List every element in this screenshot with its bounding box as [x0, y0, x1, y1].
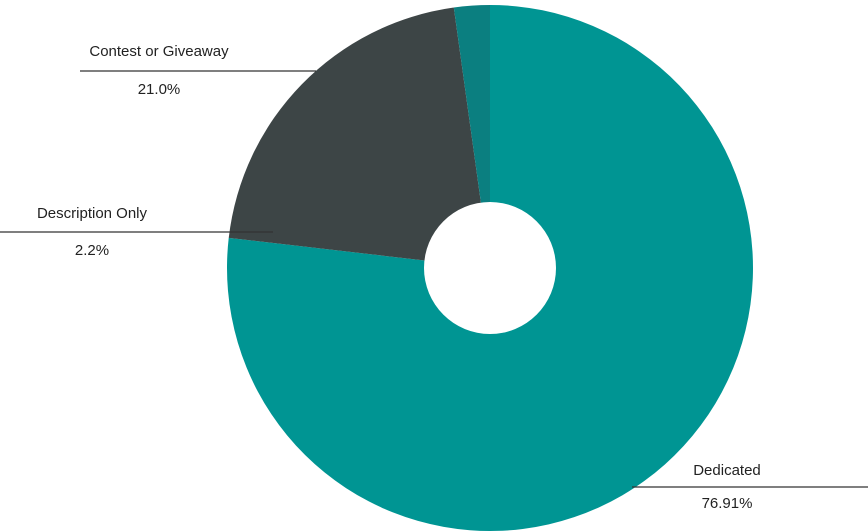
slice-label-contest-or-giveaway: Contest or Giveaway — [89, 43, 229, 60]
slice-value-contest-or-giveaway: 21.0% — [138, 81, 181, 98]
slice-label-description-only: Description Only — [37, 205, 148, 222]
slice-value-dedicated: 76.91% — [702, 495, 753, 512]
slice-contest-or-giveaway — [228, 7, 491, 268]
slice-label-dedicated: Dedicated — [693, 462, 761, 479]
slice-value-description-only: 2.2% — [75, 242, 109, 259]
donut-hole — [424, 202, 556, 334]
slice-description-only — [453, 4, 490, 268]
labels-layer: Dedicated 76.91% Contest or Giveaway 21.0% D… — [0, 43, 868, 512]
